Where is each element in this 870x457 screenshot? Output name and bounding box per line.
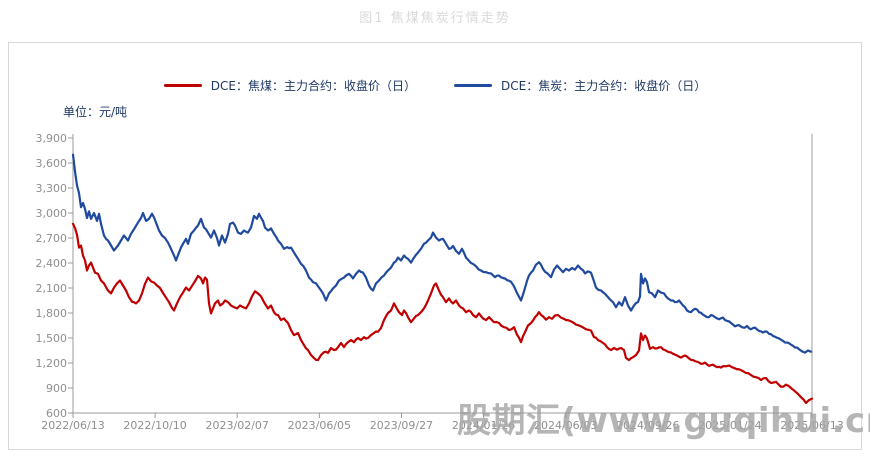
y-tick-label: 1,800 <box>35 306 68 320</box>
y-tick-label: 3,000 <box>35 206 68 220</box>
x-tick-label: 2022/06/13 <box>41 419 105 432</box>
x-tick-label: 2023/02/07 <box>205 419 269 432</box>
chart-card: DCE：焦煤：主力合约：收盘价（日） DCE：焦炭：主力合约：收盘价（日） 单位… <box>8 42 870 450</box>
blue-line-swatch-icon <box>454 84 492 87</box>
watermark: 股期汇(www.guqihui.cn) <box>457 401 870 441</box>
y-tick-label: 1,500 <box>35 331 68 345</box>
x-tick-label: 2023/06/05 <box>287 419 352 432</box>
legend-item-coke: DCE：焦炭：主力合约：收盘价（日） <box>454 77 706 94</box>
x-tick-label: 2023/09/27 <box>369 419 434 432</box>
line-chart <box>68 134 814 418</box>
legend-item-coking-coal: DCE：焦煤：主力合约：收盘价（日） <box>163 77 416 94</box>
x-tick-label: 2024/09/26 <box>616 419 680 432</box>
y-tick-label: 900 <box>46 381 67 395</box>
coke-price-line <box>71 153 813 354</box>
x-tick-label: 2025/01/24 <box>698 419 762 432</box>
x-tick-label: 2022/10/10 <box>123 419 187 432</box>
x-tick-label: 2025/06/13 <box>780 419 844 432</box>
unit-label: 单位：元/吨 <box>63 105 128 119</box>
y-tick-label: 3,900 <box>35 131 68 145</box>
legend-label-coke: DCE：焦炭：主力合约：收盘价（日） <box>501 79 707 93</box>
y-tick-label: 2,400 <box>35 256 68 270</box>
chart-title: 图1 焦煤焦炭行情走势 <box>359 11 511 26</box>
y-tick-label: 2,700 <box>35 231 68 245</box>
red-line-swatch-icon <box>163 84 202 87</box>
y-tick-label: 3,300 <box>35 181 68 195</box>
legend: DCE：焦煤：主力合约：收盘价（日） DCE：焦炭：主力合约：收盘价（日） <box>9 77 861 94</box>
coking-coal-price-line <box>71 222 814 405</box>
y-tick-label: 3,600 <box>35 156 68 170</box>
y-tick-label: 600 <box>46 406 67 420</box>
y-tick-label: 1,200 <box>35 356 68 370</box>
x-tick-label: 2024/01/26 <box>451 419 516 432</box>
y-tick-label: 2,100 <box>35 281 68 295</box>
x-tick-label: 2024/06/03 <box>533 419 598 432</box>
legend-label-coking-coal: DCE：焦煤：主力合约：收盘价（日） <box>210 79 416 93</box>
